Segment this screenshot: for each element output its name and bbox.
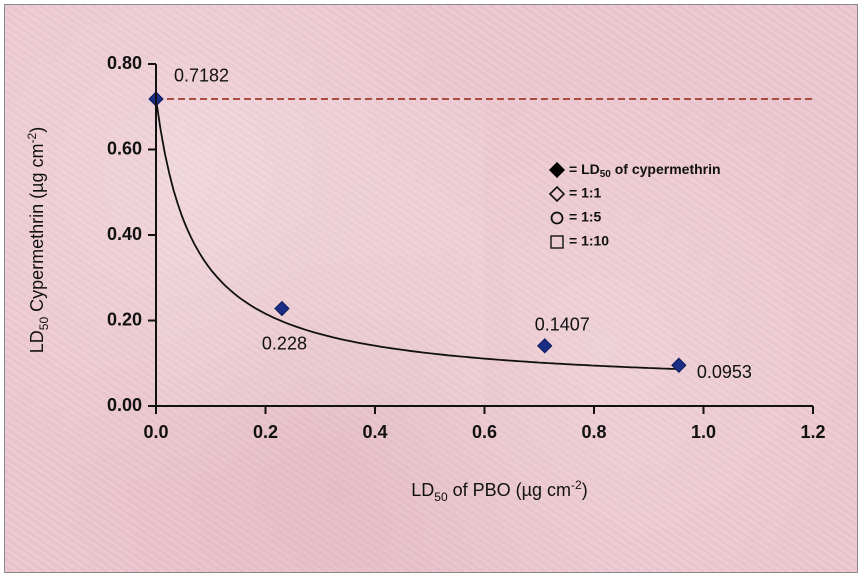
- chart-frame: 0.7182 0.228 0.1407 0.0953 0.00 0.20 0.40 0.60…: [4, 4, 858, 573]
- data-label-3: 0.0953: [697, 362, 752, 382]
- x-tick-label-1: 0.2: [253, 422, 278, 442]
- legend-text-0: = LD50 of cypermethrin: [569, 161, 721, 180]
- x-tick-label-5: 1.0: [691, 422, 716, 442]
- data-label-0: 0.7182: [174, 66, 229, 86]
- plot-region-highlight: [156, 98, 485, 406]
- y-tick-label-3: 0.60: [107, 138, 142, 158]
- legend: = LD50 of cypermethrin = 1:1 = 1:5 = 1:10: [548, 161, 721, 249]
- y-tick-label-4: 0.80: [107, 53, 142, 73]
- x-tick-label-0: 0.0: [143, 422, 168, 442]
- legend-text-1: = 1:1: [569, 185, 602, 201]
- legend-text-2: = 1:5: [569, 209, 602, 225]
- data-point-2: [537, 338, 553, 354]
- labels-layer: 0.7182 0.228 0.1407 0.0953: [174, 66, 752, 382]
- x-tick-label-2: 0.4: [362, 422, 387, 442]
- data-point-3: [671, 357, 687, 373]
- x-tick-label-4: 0.8: [581, 422, 606, 442]
- points-layer: [148, 91, 813, 406]
- legend-symbol-2: [550, 211, 564, 225]
- legend-text-3: = 1:10: [569, 233, 609, 249]
- y-tick-label-1: 0.20: [107, 309, 142, 329]
- y-tick-label-0: 0.00: [107, 395, 142, 415]
- x-tick-label-3: 0.6: [472, 422, 497, 442]
- axes-layer: 0.00 0.20 0.40 0.60 0.80 0.0 0.2 0.4 0.6 0.8 1.0 1.…: [25, 53, 826, 504]
- data-label-2: 0.1407: [535, 315, 590, 335]
- x-tick-label-6: 1.2: [800, 422, 825, 442]
- x-axis-title: LD50 of PBO (µg cm-2): [411, 478, 587, 504]
- data-label-1: 0.228: [262, 333, 307, 353]
- y-tick-label-2: 0.40: [107, 224, 142, 244]
- legend-symbol-1: [548, 185, 566, 203]
- trend-curve: [155, 98, 679, 370]
- data-point-1: [274, 300, 290, 317]
- y-axis-title: LD50 Cypermethrin (µg cm-2): [25, 127, 51, 353]
- legend-symbol-3: [550, 235, 564, 249]
- legend-symbol-0: [549, 162, 565, 178]
